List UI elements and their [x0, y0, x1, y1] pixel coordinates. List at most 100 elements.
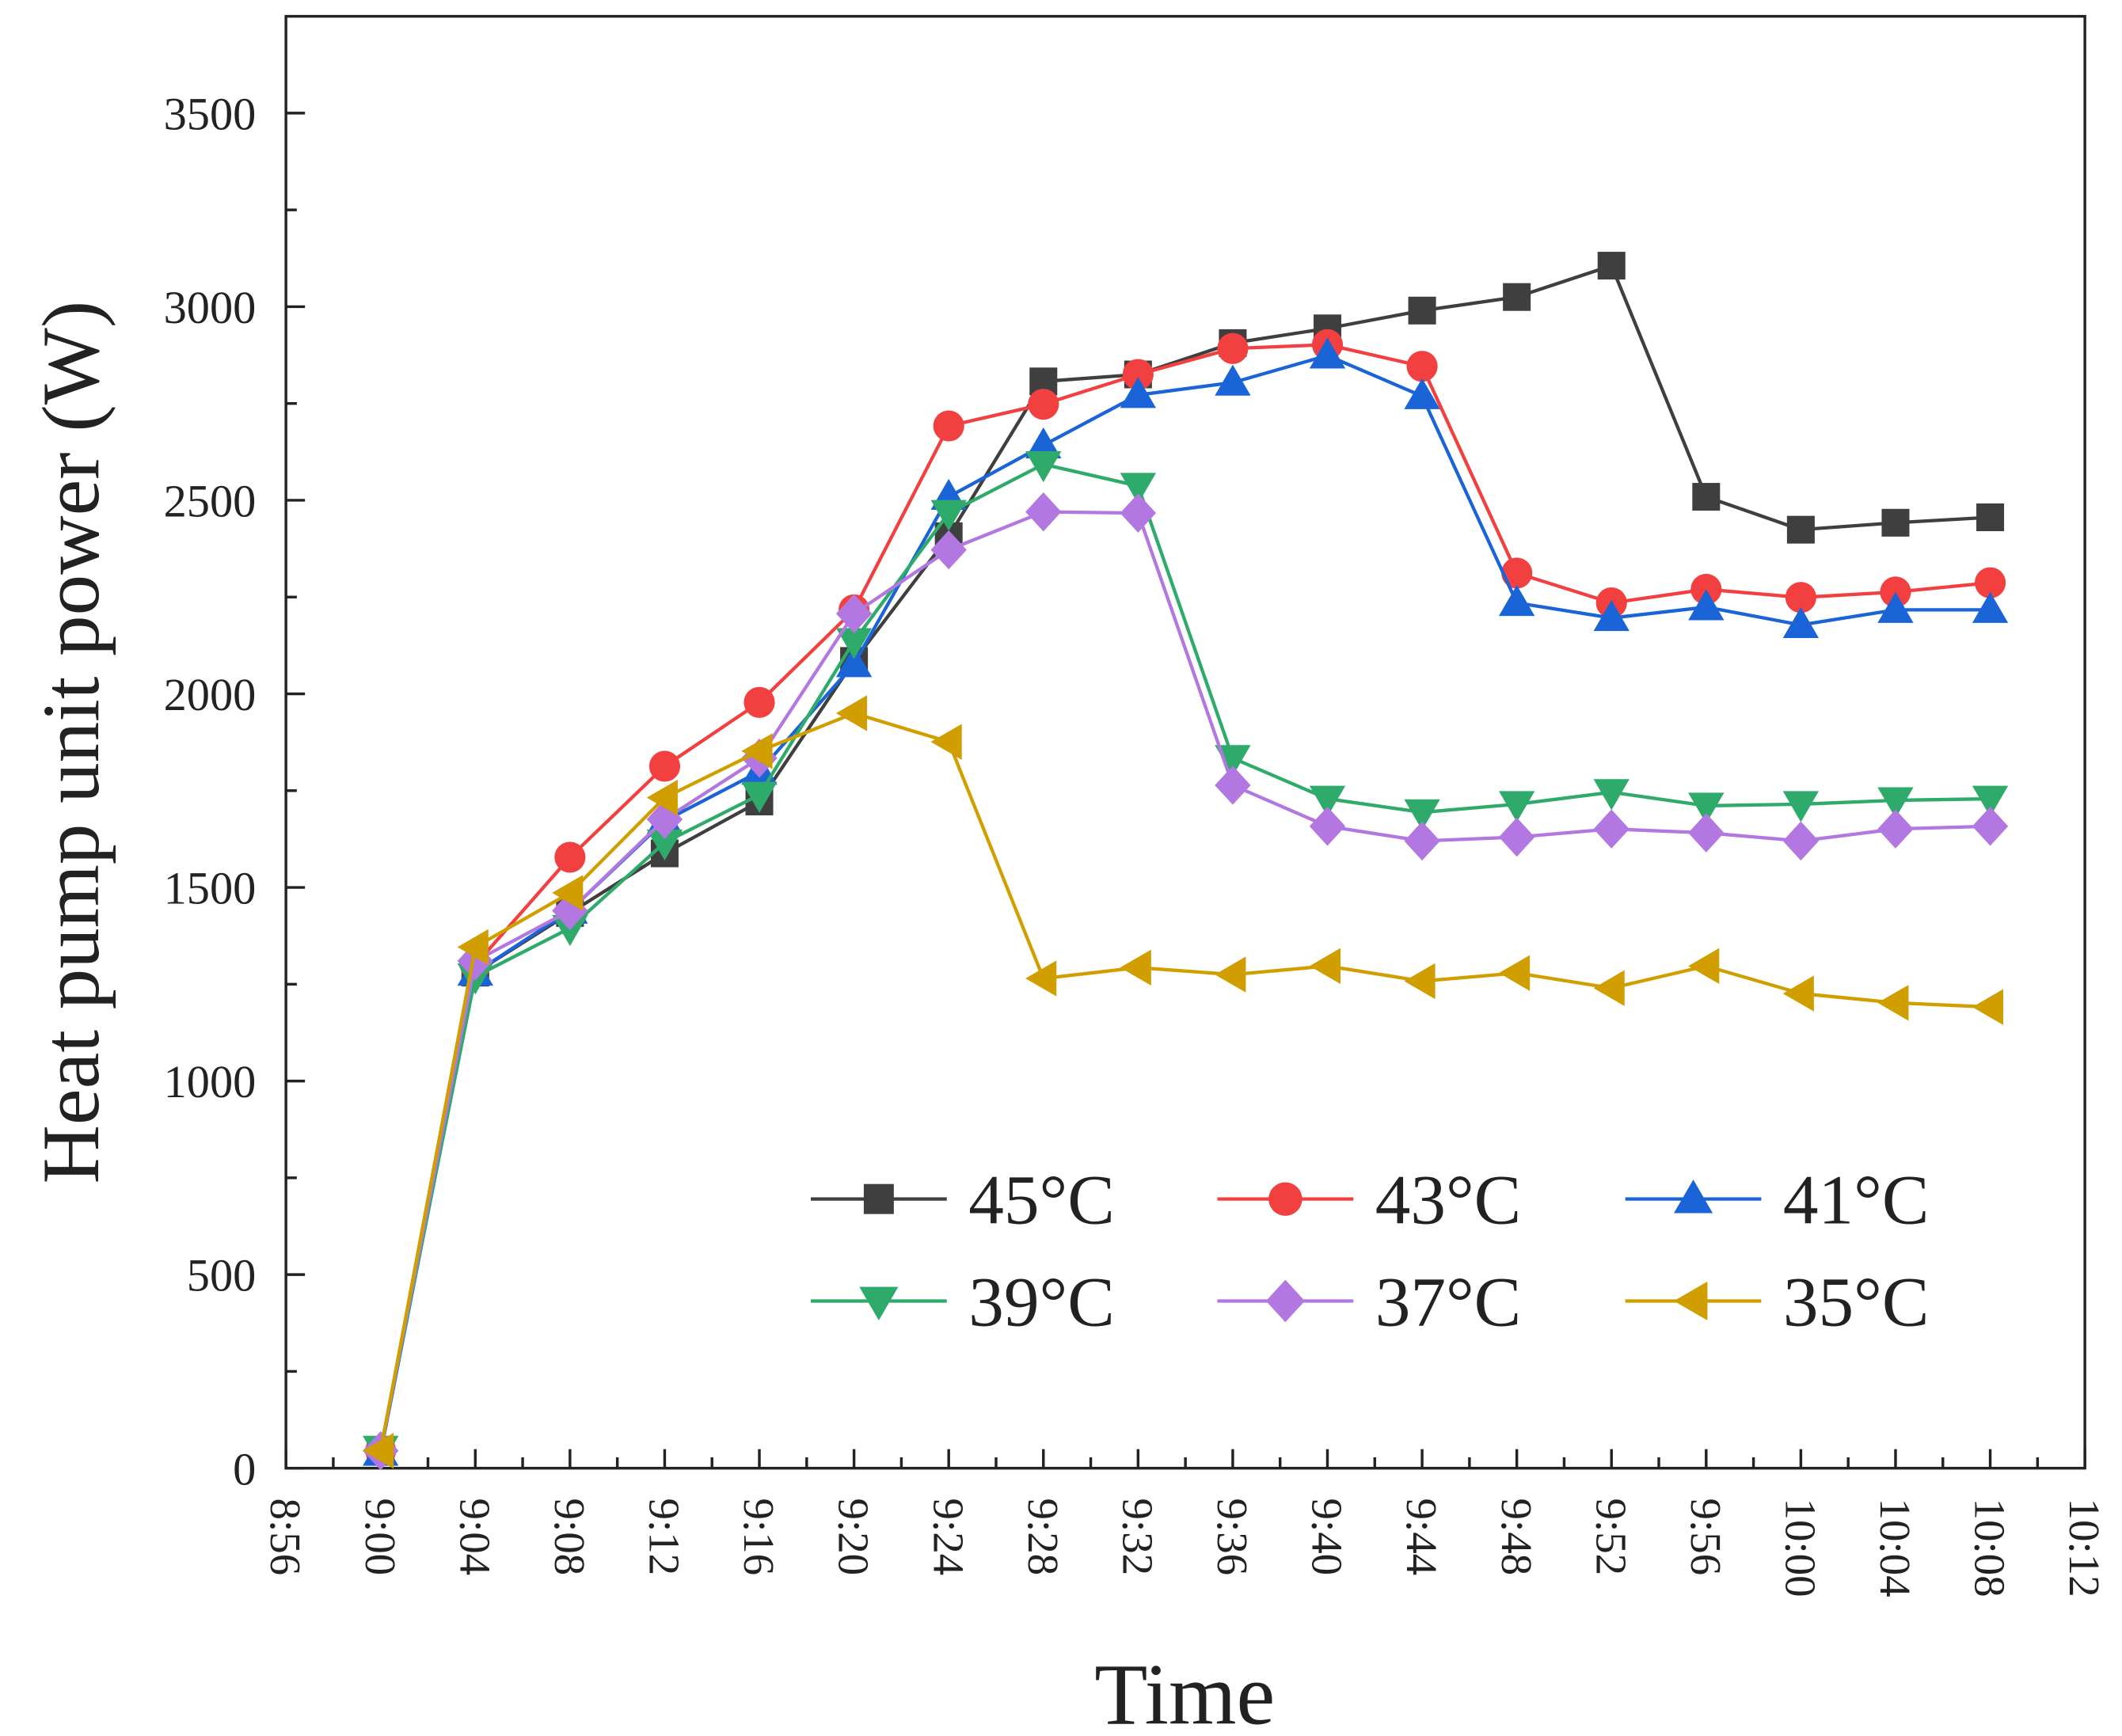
circle-marker	[1028, 389, 1059, 420]
series-43c	[365, 329, 2006, 1467]
triangle-up-marker	[1025, 427, 1062, 459]
diamond-marker	[457, 941, 493, 981]
triangle-up-marker	[1972, 591, 2009, 623]
legend-item: 45°C	[811, 1161, 1115, 1240]
y-tick-label: 0	[233, 1443, 256, 1495]
y-axis-label: Heat pump unit power (W)	[26, 301, 116, 1184]
series-layer	[363, 252, 2009, 1471]
legend-item: 35°C	[1625, 1263, 1929, 1341]
x-tick-label: 9:16	[735, 1498, 783, 1575]
series-line	[378, 353, 1991, 1453]
x-tick-label: 9:48	[1493, 1498, 1541, 1575]
x-tick-label: 9:12	[641, 1498, 689, 1575]
diamond-marker	[1265, 1279, 1305, 1323]
axis-ticks: 0 500 1000 1500 2000 2500 3000 3500 8:56 9:00 9:04…	[164, 88, 2109, 1597]
triangle-down-marker	[1782, 791, 1820, 822]
triangle-up-marker	[1782, 606, 1820, 638]
legend-item: 43°C	[1217, 1161, 1521, 1240]
triangle-down-marker	[741, 781, 778, 813]
y-tick-label: 1500	[164, 863, 257, 914]
triangle-down-marker	[646, 829, 683, 860]
x-tick-label: 10:04	[1871, 1498, 1919, 1597]
triangle-left-marker	[930, 724, 962, 760]
triangle-left-marker	[457, 929, 489, 966]
triangle-down-marker	[1498, 791, 1535, 822]
triangle-up-marker	[1404, 378, 1440, 409]
circle-marker	[554, 841, 586, 873]
diamond-marker	[1593, 809, 1630, 849]
square-marker	[863, 1183, 894, 1214]
x-tick-label: 9:08	[546, 1498, 594, 1575]
x-tick-label: 9:24	[924, 1498, 972, 1575]
x-axis-label: Time	[1094, 1647, 1275, 1736]
triangle-left-marker	[1120, 949, 1151, 986]
x-tick-label: 9:56	[1682, 1498, 1730, 1575]
legend-label: 43°C	[1375, 1161, 1522, 1240]
triangle-left-marker	[1404, 963, 1436, 1000]
triangle-left-marker	[835, 695, 868, 731]
circle-marker	[743, 686, 775, 718]
triangle-down-marker	[1120, 473, 1157, 504]
square-marker	[1881, 508, 1910, 537]
series-line	[378, 462, 1991, 1449]
legend-item: 39°C	[811, 1263, 1115, 1341]
triangle-left-marker	[741, 733, 773, 769]
series-line	[378, 343, 1991, 1452]
triangle-left-marker	[1215, 956, 1246, 993]
triangle-down-marker	[1877, 787, 1914, 819]
triangle-down-marker	[1972, 785, 2009, 817]
diamond-marker	[1972, 807, 2009, 846]
triangle-left-marker	[1309, 948, 1341, 985]
square-marker	[1597, 252, 1626, 280]
legend: 45°C 43°C 41°C 39°C 37°C 35°C	[811, 1161, 1929, 1341]
triangle-down-marker	[1688, 792, 1725, 824]
diamond-marker	[1404, 821, 1440, 861]
circle-marker	[933, 410, 964, 442]
series-39c	[363, 450, 2009, 1467]
diamond-marker	[1498, 817, 1535, 857]
legend-item: 41°C	[1625, 1161, 1929, 1240]
x-tick-label: 8:56	[261, 1498, 310, 1575]
triangle-left-marker	[1972, 989, 2004, 1025]
diamond-marker	[1215, 765, 1251, 805]
circle-marker	[648, 750, 681, 782]
square-marker	[1976, 503, 2005, 532]
triangle-left-marker	[1673, 1281, 1708, 1321]
triangle-up-marker	[1688, 589, 1725, 621]
triangle-left-marker	[552, 875, 584, 911]
x-tick-label: 10:00	[1777, 1498, 1825, 1597]
triangle-up-marker	[1309, 337, 1346, 369]
series-line	[378, 263, 1991, 1452]
triangle-left-marker	[363, 1433, 394, 1469]
triangle-left-marker	[1025, 960, 1057, 997]
triangle-down-marker	[1025, 450, 1062, 483]
series-line	[378, 711, 1991, 1452]
circle-marker	[1122, 359, 1154, 390]
series-35c	[363, 695, 2004, 1469]
x-tick-label: 9:36	[1208, 1498, 1257, 1575]
x-tick-label: 9:28	[1019, 1498, 1067, 1575]
square-marker	[1408, 296, 1436, 325]
triangle-down-marker	[1309, 785, 1346, 817]
triangle-down-marker	[1215, 745, 1251, 777]
triangle-left-marker	[1593, 970, 1625, 1006]
series-45c	[367, 252, 2005, 1465]
circle-marker	[1217, 332, 1249, 364]
triangle-down-marker	[859, 1286, 899, 1321]
triangle-down-marker	[930, 500, 967, 531]
x-tick-label: 9:20	[830, 1498, 878, 1575]
triangle-down-marker	[1404, 799, 1440, 830]
triangle-up-marker	[1673, 1179, 1713, 1214]
triangle-up-marker	[1120, 377, 1157, 408]
legend-label: 37°C	[1375, 1263, 1522, 1341]
triangle-up-marker	[1877, 591, 1914, 623]
square-marker	[1503, 283, 1531, 311]
y-tick-label: 3000	[164, 282, 257, 333]
diamond-marker	[1025, 492, 1062, 532]
y-tick-label: 3500	[164, 88, 257, 139]
diamond-marker	[1877, 809, 1914, 849]
x-tick-label: 9:52	[1587, 1498, 1635, 1575]
triangle-left-marker	[1782, 975, 1814, 1012]
diamond-marker	[930, 530, 967, 570]
legend-label: 39°C	[968, 1263, 1115, 1341]
